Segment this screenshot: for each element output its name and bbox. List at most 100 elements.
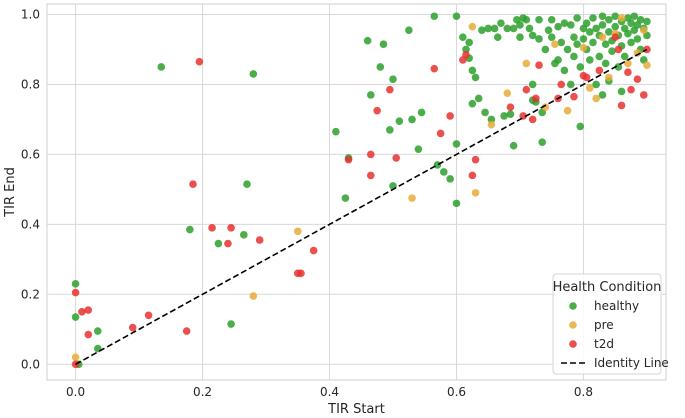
y-tick-label: 0.2 [21,287,40,301]
data-point-healthy [589,38,597,47]
x-axis-label: TIR Start [327,402,385,417]
legend-label: Identity Line [594,356,669,370]
data-point-healthy [186,225,194,234]
data-point-healthy [471,73,480,82]
data-point-pre [522,59,531,68]
data-point-t2d [224,239,232,248]
data-point-healthy [630,12,639,21]
data-point-healthy [509,24,518,33]
data-point-healthy [560,66,569,75]
data-point-pre [592,94,600,103]
data-point-healthy [554,56,562,64]
data-point-healthy [566,80,575,89]
data-point-healthy [554,22,562,31]
data-point-healthy [341,194,350,202]
tick-labels: 0.0 0.2 0.4 0.6 0.8 0.0 0.2 0.4 0.6 0.8 1.0 [21,7,593,399]
data-point-healthy [573,14,581,22]
data-point-pre [293,227,302,236]
data-point-healthy [522,15,531,24]
data-point-healthy [570,52,578,61]
data-point-healthy [598,91,607,99]
data-point-healthy [516,21,524,29]
data-point-healthy [627,38,635,47]
data-point-healthy [598,12,607,21]
data-point-pre [551,40,559,49]
data-point-healthy [509,141,518,150]
data-point-healthy [579,35,588,43]
data-point-t2d [557,80,566,89]
data-point-t2d [430,64,439,73]
data-point-t2d [366,171,375,180]
data-point-pre [643,61,651,70]
data-point-t2d [506,103,515,111]
data-point-pre [598,33,607,42]
data-point-t2d [373,106,381,115]
y-tick-label: 0.0 [21,357,40,371]
data-point-healthy [214,239,223,248]
data-point-healthy [493,33,502,42]
data-point-healthy [478,26,486,35]
data-point-t2d [227,224,235,232]
data-point-healthy [497,19,505,28]
data-point-t2d [624,68,632,77]
data-point-t2d [582,73,591,82]
data-point-t2d [195,57,204,66]
data-point-pre [639,26,648,35]
data-point-healthy [598,21,607,29]
data-point-healthy [459,33,467,42]
data-point-t2d [84,330,93,339]
y-tick-label: 0.4 [21,217,40,231]
identity-line [75,48,648,365]
data-point-healthy [633,35,642,43]
plot-frame [46,3,667,381]
data-point-t2d [71,360,80,369]
data-point-healthy [528,80,537,89]
data-point-t2d [595,66,604,75]
data-point-healthy [71,313,80,321]
data-point-healthy [240,231,248,239]
data-point-healthy [605,28,613,36]
data-point-healthy [535,35,543,43]
y-axis-label: TIR End [3,167,18,218]
data-point-healthy [389,75,397,83]
data-point-healthy [462,45,470,54]
data-point-pre [605,73,613,82]
data-point-healthy [481,108,489,117]
data-point-healthy [601,59,610,68]
data-point-healthy [586,28,594,36]
data-point-t2d [182,327,191,335]
data-point-t2d [532,94,540,103]
y-tick-label: 0.6 [21,147,40,161]
data-point-healthy [93,327,102,335]
legend-box [552,273,662,375]
data-point-t2d [84,306,93,314]
data-point-healthy [395,117,404,125]
data-point-healthy [243,180,251,188]
data-point-healthy [620,52,629,61]
data-point-healthy [576,122,585,131]
data-point-pre [586,84,594,92]
data-point-healthy [595,52,604,61]
data-point-t2d [128,323,137,332]
data-point-healthy [363,36,372,45]
data-point-t2d [144,311,153,320]
data-point-healthy [547,33,556,42]
data-point-healthy [465,38,473,47]
y-tick-label: 1.0 [21,7,40,21]
data-point-pre [408,194,416,202]
data-point-healthy [611,12,620,21]
data-point-healthy [439,168,448,176]
data-point-healthy [506,110,515,118]
data-point-t2d [522,85,531,94]
data-point-t2d [627,85,635,94]
data-point-healthy [573,40,581,49]
legend-label: pre [594,318,614,332]
data-point-t2d [633,75,642,83]
data-point-healthy [576,63,585,71]
data-point-healthy [589,14,597,22]
data-point-pre [541,103,550,111]
data-point-healthy [468,99,477,108]
data-point-pre [579,43,588,52]
x-tick-label: 0.6 [447,385,466,399]
